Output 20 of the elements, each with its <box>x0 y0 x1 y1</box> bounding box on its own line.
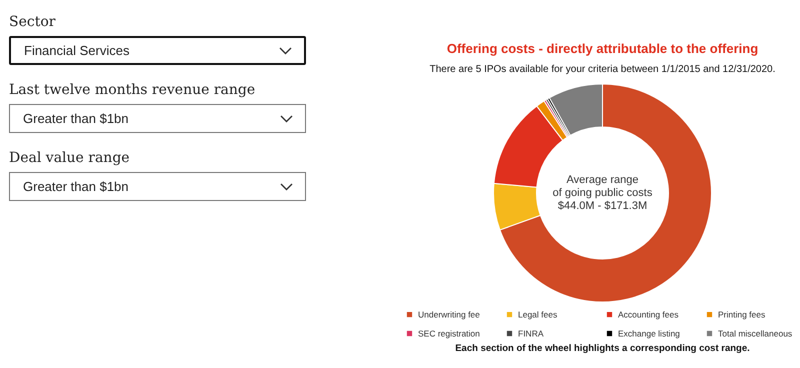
dropdown-field: Greater than $1bn <box>9 172 306 201</box>
legend-label: Legal fees <box>518 310 558 320</box>
text: of going public costs <box>552 187 653 199</box>
legend-label: SEC registration <box>418 328 480 338</box>
text: Each section of the wheel highlights a corresponding cost range. <box>454 343 751 354</box>
legend-label: Exchange listing <box>618 328 680 338</box>
text: Sector <box>9 14 56 30</box>
legend-label: Underwriting fee <box>418 310 480 320</box>
legend-label: Printing fees <box>718 310 766 320</box>
text: Last twelve months revenue range <box>9 82 256 98</box>
dropdown-field: Financial Services <box>9 36 306 65</box>
dropdown-field: Greater than $1bn <box>9 104 306 133</box>
legend-label: Accounting fees <box>618 310 678 320</box>
text: Average range <box>566 174 638 186</box>
text: Deal value range <box>9 150 131 166</box>
legend-label: Total miscellaneous <box>718 328 792 338</box>
chart-title: Offering costs - directly attributable to the offering <box>446 41 758 56</box>
chart-subtitle: There are 5 IPOs available for your criteria between 1/1/2015 and 12/31/2020. <box>430 64 776 75</box>
legend-label: FINRA <box>518 328 544 338</box>
text: $44.0M - $171.3M <box>558 200 648 212</box>
